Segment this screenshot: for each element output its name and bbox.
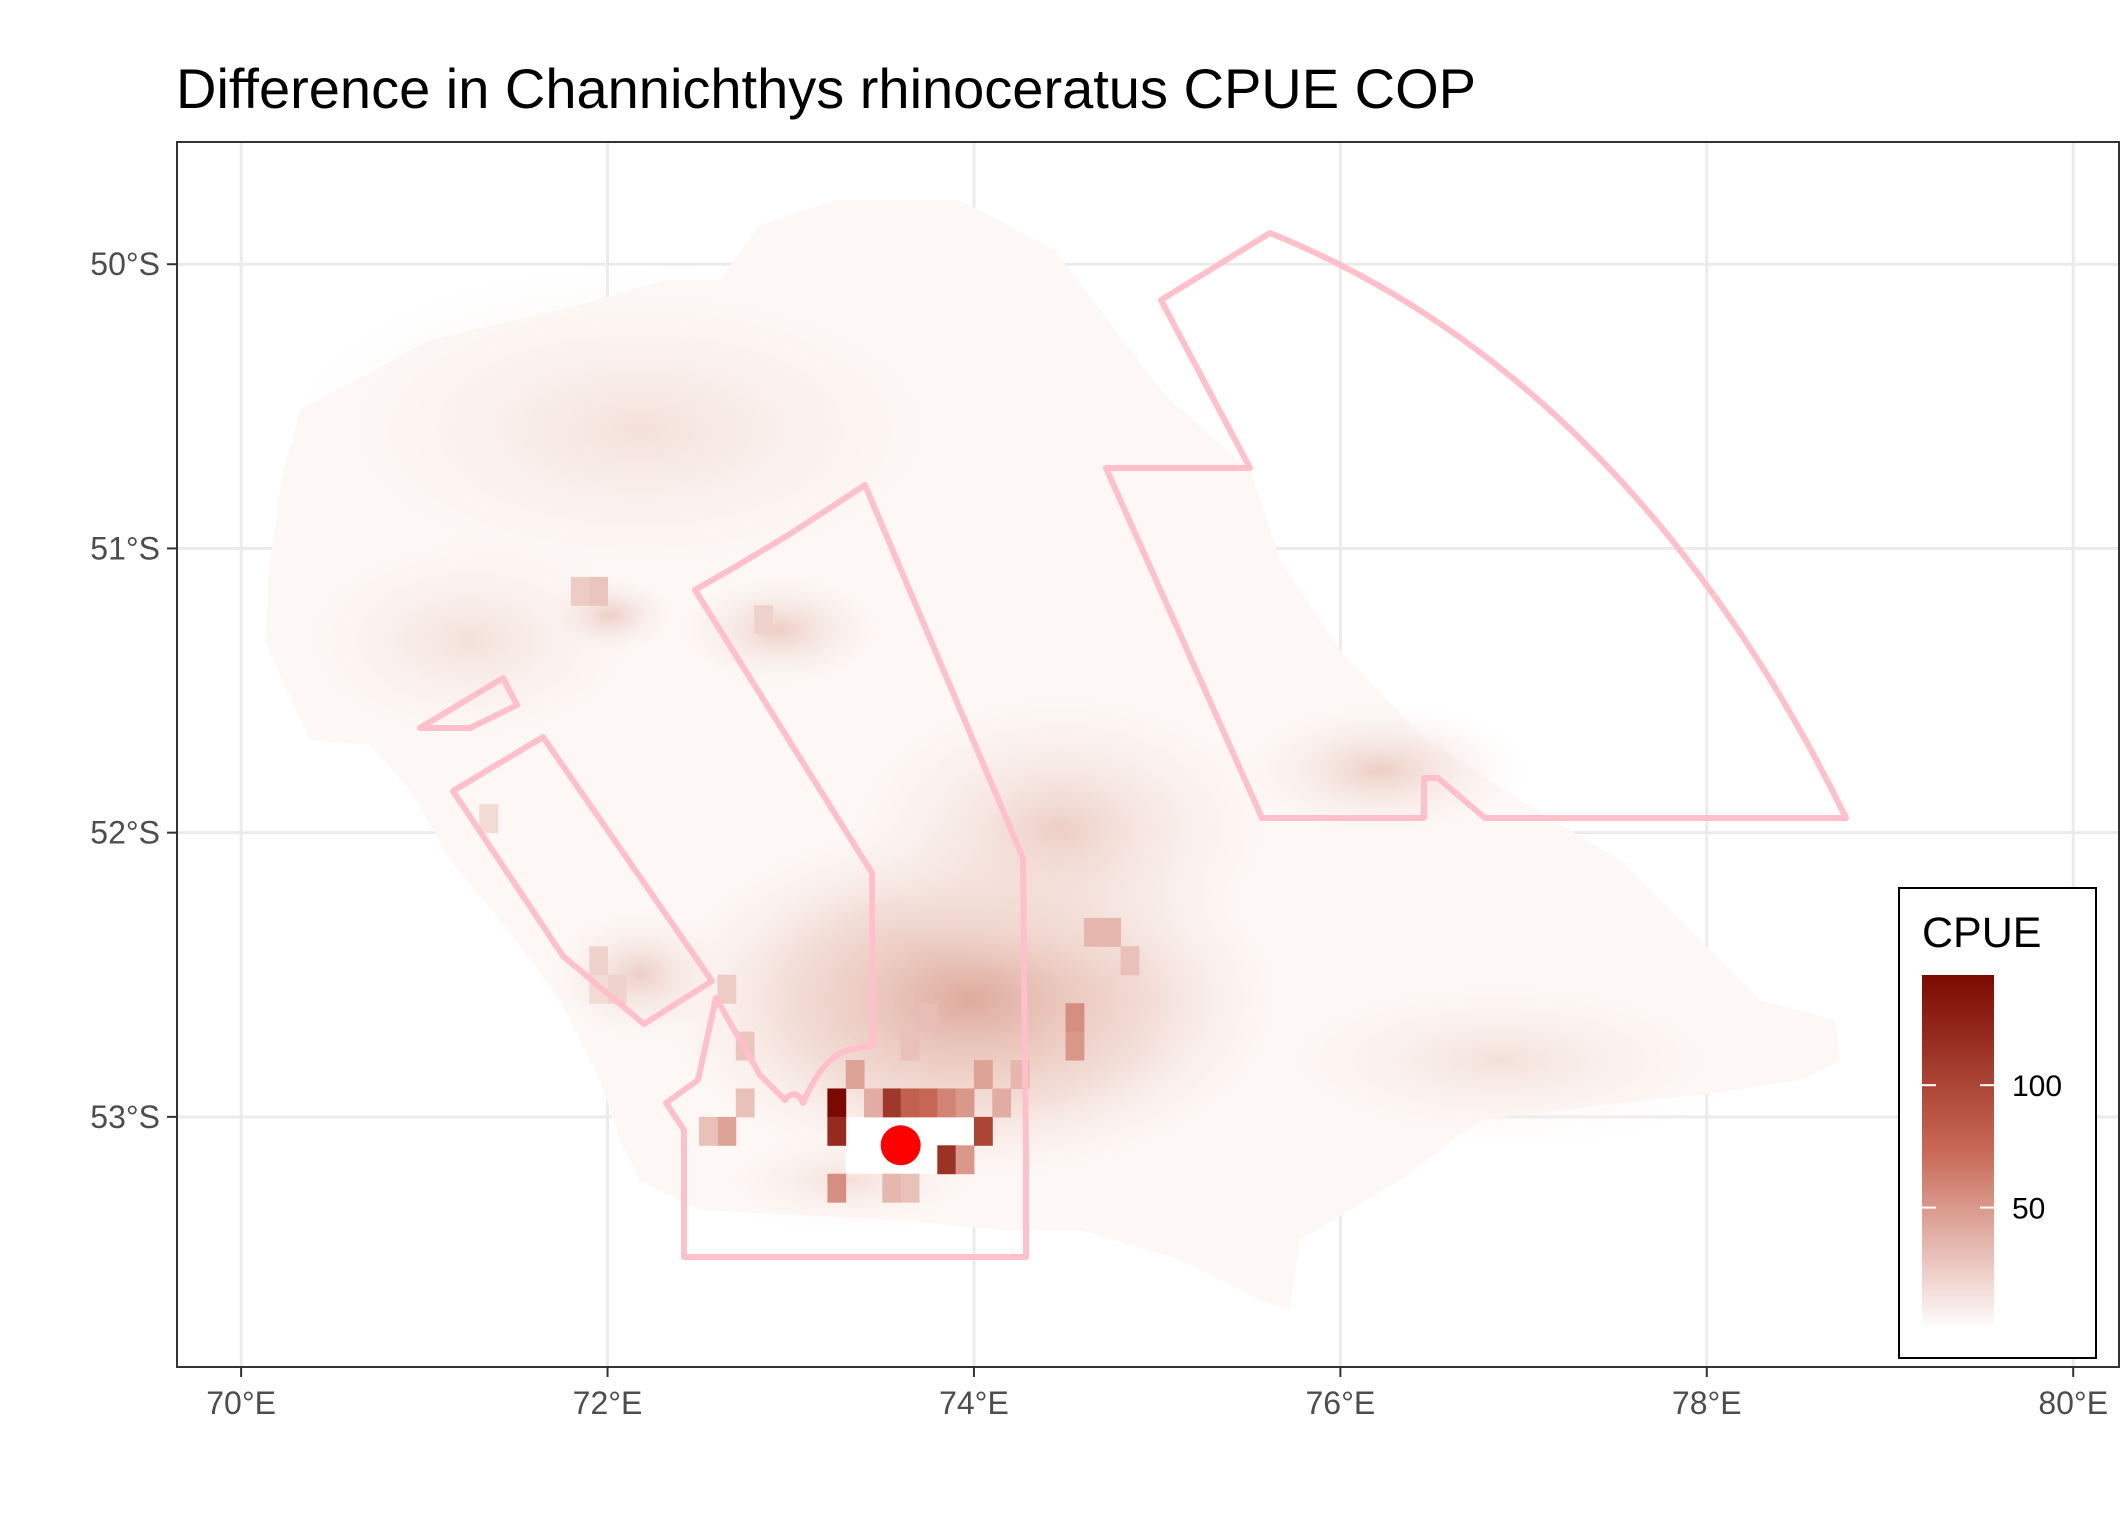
cpue-cell (735, 1088, 755, 1118)
cpue-cell (570, 576, 590, 606)
cpue-cell (973, 1116, 993, 1146)
cpue-cell (992, 1088, 1012, 1118)
x-tick-label: 74°E (939, 1385, 1009, 1421)
cpue-surface (265, 200, 1840, 1310)
x-tick-label: 80°E (2038, 1385, 2108, 1421)
y-tick-label: 50°S (90, 246, 160, 282)
cpue-cell (900, 1173, 920, 1203)
cpue-cell (827, 1116, 847, 1146)
y-axis: 50°S 51°S 52°S 53°S (90, 246, 177, 1135)
cpue-cell (827, 1173, 847, 1203)
cpue-cell (1120, 946, 1140, 976)
cpue-cell (882, 1088, 902, 1118)
y-tick-label: 52°S (90, 815, 160, 851)
cpue-mid-hotspot (670, 570, 890, 690)
cpue-cell (900, 1088, 920, 1118)
x-axis: 70°E 72°E 74°E 76°E 78°E 80°E (206, 1367, 2108, 1421)
legend-colorbar (1922, 975, 1994, 1330)
cpue-cell (589, 576, 609, 606)
cpue-shelf-haze (830, 680, 1290, 980)
chart-title: Difference in Channichthys rhinoceratus … (176, 57, 1476, 120)
y-tick-label: 51°S (90, 530, 160, 566)
cpue-cell (937, 1145, 957, 1175)
x-tick-label: 72°E (573, 1385, 643, 1421)
cpue-cell (955, 1088, 975, 1118)
cpue-cell (882, 1173, 902, 1203)
map-panel (176, 141, 2120, 1368)
cpue-cell (1065, 1031, 1085, 1061)
legend-tick-label: 50 (2012, 1193, 2045, 1226)
cpue-cell (937, 1088, 957, 1118)
x-tick-label: 70°E (206, 1385, 276, 1421)
boundary-central-strip (663, 482, 1029, 1260)
legend-ticks: 50 100 (1922, 1070, 2062, 1226)
cpue-cell (754, 605, 773, 635)
management-boundaries (417, 230, 1849, 1260)
cpue-cell (699, 1116, 718, 1146)
cpue-cell (717, 974, 737, 1004)
cpue-cell (845, 1060, 865, 1089)
panel-border (176, 141, 2120, 1368)
cpue-upper-hotspot (540, 575, 680, 655)
cpue-cell (955, 1145, 975, 1175)
cpue-southeast-haze (1240, 970, 1760, 1150)
station-marker (880, 1125, 921, 1166)
cpue-cell (918, 1088, 938, 1118)
cpue-cell (1102, 917, 1122, 947)
cpue-cell (1065, 1003, 1085, 1033)
cpue-cell (1083, 917, 1103, 947)
x-tick-label: 78°E (1672, 1385, 1742, 1421)
y-tick-label: 53°S (90, 1099, 160, 1135)
cpue-legend: CPUE 50 100 (1898, 887, 2097, 1359)
x-tick-label: 76°E (1306, 1385, 1376, 1421)
cpue-cell (589, 946, 609, 976)
legend-title: CPUE (1922, 909, 2041, 957)
legend-tick-label: 100 (2012, 1070, 2062, 1103)
boundary-west-strip (450, 734, 715, 1027)
cpue-cell (717, 1116, 737, 1146)
boundary-small-triangle (417, 675, 520, 731)
cpue-cell (479, 804, 499, 834)
cpue-cell (864, 1088, 883, 1118)
cpue-southwest-haze (545, 905, 735, 1045)
cpue-cell (827, 1088, 847, 1118)
cpue-cell (900, 1031, 920, 1061)
boundary-northeast-sector (1103, 230, 1849, 821)
cpue-cell (918, 1003, 938, 1033)
cpue-cell (973, 1060, 993, 1089)
cpue-west-blob (270, 520, 670, 760)
cpue-east-haze (1230, 700, 1530, 840)
